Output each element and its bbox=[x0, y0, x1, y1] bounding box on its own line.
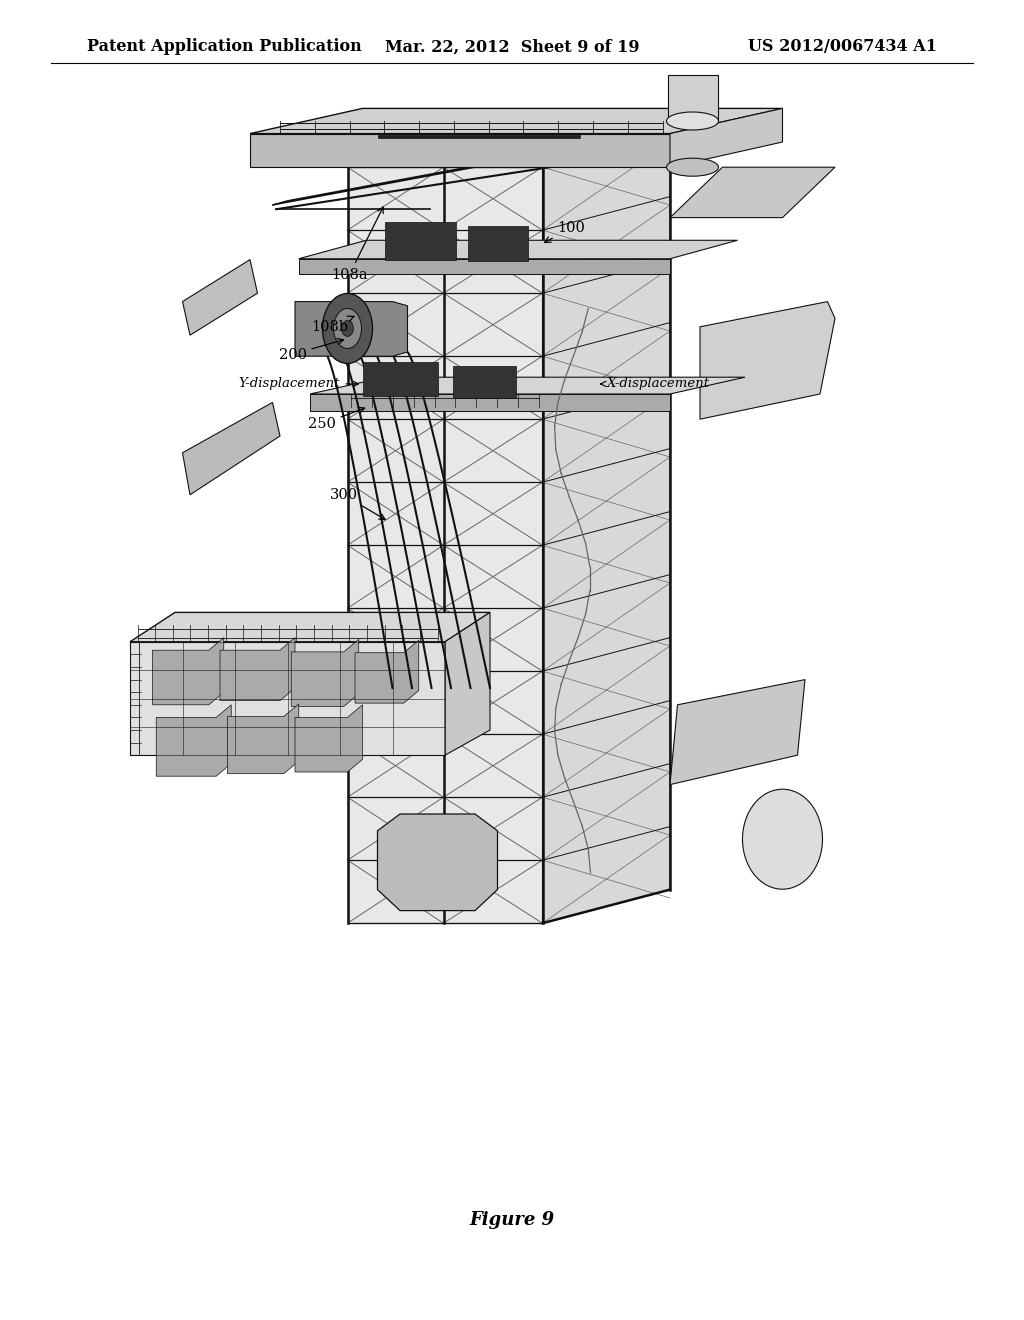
Polygon shape bbox=[299, 259, 670, 273]
Polygon shape bbox=[130, 642, 445, 755]
Polygon shape bbox=[385, 222, 457, 260]
Polygon shape bbox=[310, 378, 745, 393]
Text: 108a: 108a bbox=[331, 207, 383, 281]
Polygon shape bbox=[310, 393, 670, 411]
Polygon shape bbox=[250, 108, 782, 133]
Text: Mar. 22, 2012  Sheet 9 of 19: Mar. 22, 2012 Sheet 9 of 19 bbox=[385, 38, 639, 55]
Polygon shape bbox=[355, 640, 419, 704]
Polygon shape bbox=[468, 226, 527, 261]
Ellipse shape bbox=[334, 309, 361, 348]
Polygon shape bbox=[295, 301, 408, 356]
Polygon shape bbox=[378, 814, 498, 911]
Polygon shape bbox=[670, 108, 782, 168]
Text: 300: 300 bbox=[330, 488, 385, 520]
Text: US 2012/0067434 A1: US 2012/0067434 A1 bbox=[748, 38, 937, 55]
Ellipse shape bbox=[742, 789, 822, 890]
Text: Patent Application Publication: Patent Application Publication bbox=[87, 38, 361, 55]
Polygon shape bbox=[378, 135, 580, 137]
Polygon shape bbox=[670, 680, 805, 784]
Polygon shape bbox=[362, 362, 437, 396]
Polygon shape bbox=[347, 168, 543, 923]
Polygon shape bbox=[453, 366, 516, 399]
Bar bbox=[668, 75, 718, 121]
Ellipse shape bbox=[667, 112, 719, 129]
Polygon shape bbox=[291, 639, 358, 706]
Polygon shape bbox=[317, 314, 400, 352]
Polygon shape bbox=[220, 638, 295, 701]
Polygon shape bbox=[670, 168, 835, 218]
Text: 250: 250 bbox=[308, 408, 365, 432]
Polygon shape bbox=[250, 133, 670, 168]
Polygon shape bbox=[700, 301, 835, 420]
Ellipse shape bbox=[341, 321, 353, 337]
Polygon shape bbox=[153, 638, 224, 705]
Text: 108b: 108b bbox=[311, 315, 354, 334]
Polygon shape bbox=[299, 240, 737, 259]
Text: Y-displacement: Y-displacement bbox=[239, 378, 358, 391]
Polygon shape bbox=[227, 704, 299, 774]
Ellipse shape bbox=[667, 158, 719, 176]
Text: Figure 9: Figure 9 bbox=[469, 1210, 555, 1229]
Polygon shape bbox=[445, 612, 490, 755]
Polygon shape bbox=[295, 705, 362, 772]
Polygon shape bbox=[182, 260, 257, 335]
Polygon shape bbox=[272, 150, 557, 205]
Text: 100: 100 bbox=[545, 220, 586, 243]
Text: X-displacement: X-displacement bbox=[601, 378, 710, 391]
Polygon shape bbox=[543, 116, 670, 923]
Polygon shape bbox=[157, 705, 231, 776]
Ellipse shape bbox=[323, 293, 373, 363]
Text: 200: 200 bbox=[279, 338, 343, 362]
Polygon shape bbox=[130, 612, 490, 642]
Polygon shape bbox=[182, 403, 280, 495]
